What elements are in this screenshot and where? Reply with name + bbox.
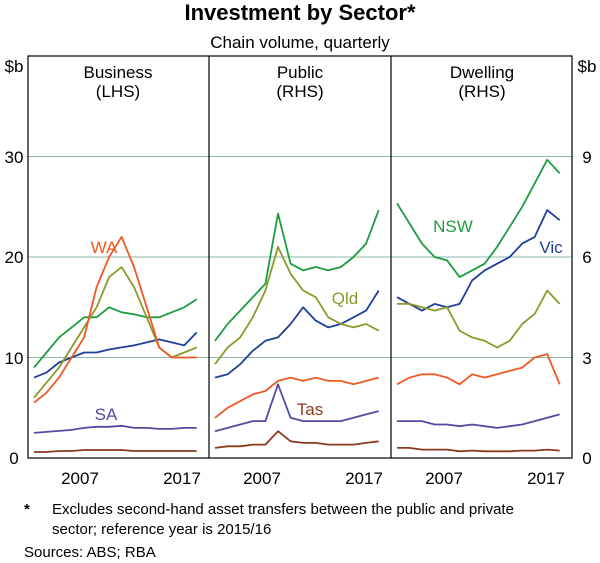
panel-title-business: Business	[84, 63, 153, 82]
chart-title: Investment by Sector*	[184, 0, 416, 25]
footnote-line-1: Excludes second-hand asset transfers bet…	[52, 501, 514, 518]
series-lines	[33, 158, 561, 453]
line-dwelling-vic	[396, 209, 561, 312]
right-tick-0: 0	[582, 449, 591, 468]
footnote-marker: *	[24, 501, 30, 518]
label-tas: Tas	[297, 400, 323, 419]
x-tick-2017-dwelling: 2017	[527, 469, 565, 488]
right-tick-9: 9	[582, 148, 591, 167]
line-public-vic	[214, 290, 380, 379]
panel-title-public: Public	[277, 63, 324, 82]
panel-title-dwelling: Dwelling	[450, 63, 514, 82]
line-business-tas	[34, 449, 197, 453]
x-tick-2017-public: 2017	[345, 469, 383, 488]
line-public-tas	[214, 430, 379, 449]
panel-axis-public: (RHS)	[276, 82, 323, 101]
label-sa: SA	[95, 405, 118, 424]
line-public-sa	[214, 383, 379, 433]
footnote-line-2: sector; reference year is 2015/16	[52, 521, 271, 538]
sources: Sources: ABS; RBA	[24, 544, 156, 561]
line-business-sa	[33, 424, 197, 434]
label-qld: Qld	[332, 289, 358, 308]
left-tick-30: 30	[5, 148, 24, 167]
right-tick-6: 6	[582, 248, 591, 267]
left-tick-10: 10	[5, 349, 24, 368]
left-tick-20: 20	[5, 248, 24, 267]
line-public-qld	[214, 245, 380, 365]
right-tick-3: 3	[582, 349, 591, 368]
chart-subtitle: Chain volume, quarterly	[210, 33, 390, 52]
label-vic: Vic	[539, 238, 563, 257]
line-dwelling-wa	[396, 353, 561, 386]
line-dwelling-sa	[397, 413, 560, 429]
line-dwelling-qld	[397, 289, 561, 349]
line-public-nsw	[214, 209, 380, 342]
plot-frame	[27, 55, 573, 459]
line-dwelling-nsw	[396, 158, 561, 279]
x-tick-2007-business: 2007	[61, 469, 99, 488]
line-business-wa	[33, 235, 197, 404]
line-dwelling-tas	[397, 446, 560, 453]
gridlines	[28, 156, 572, 358]
panel-axis-dwelling: (RHS)	[458, 82, 505, 101]
left-unit: $b	[5, 57, 24, 76]
x-tick-2007-dwelling: 2007	[425, 469, 463, 488]
left-tick-0: 0	[9, 449, 18, 468]
label-wa: WA	[91, 238, 118, 257]
right-unit: $b	[578, 57, 597, 76]
x-tick-2017-business: 2017	[163, 469, 201, 488]
line-business-vic	[33, 331, 198, 379]
line-business-nsw	[33, 298, 198, 369]
label-nsw: NSW	[433, 217, 473, 236]
x-tick-2007-public: 2007	[243, 469, 281, 488]
panel-axis-business: (LHS)	[96, 82, 140, 101]
line-public-wa	[214, 376, 379, 419]
